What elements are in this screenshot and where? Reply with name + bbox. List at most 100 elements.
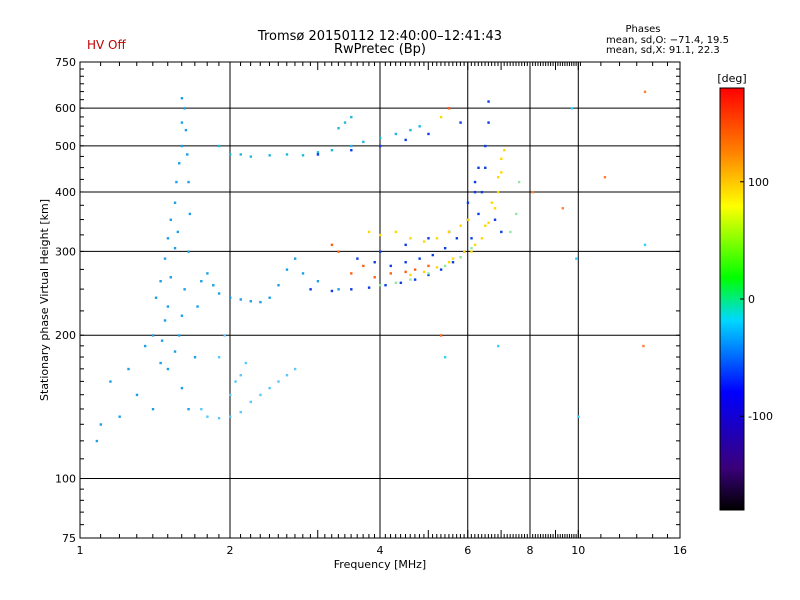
data-point bbox=[151, 334, 155, 337]
data-point bbox=[487, 221, 490, 224]
y-tick-label-4: 400 bbox=[55, 186, 76, 199]
data-point bbox=[169, 276, 173, 279]
data-point bbox=[480, 237, 484, 240]
data-point bbox=[180, 97, 184, 100]
data-point bbox=[484, 166, 487, 169]
data-point bbox=[477, 166, 480, 169]
data-point bbox=[459, 256, 462, 259]
data-point bbox=[404, 270, 407, 274]
data-point bbox=[177, 334, 181, 337]
data-point bbox=[285, 374, 289, 377]
data-point bbox=[330, 148, 334, 152]
hv-status: HV Off bbox=[87, 38, 126, 52]
data-point bbox=[285, 268, 289, 271]
minor-ticks bbox=[79, 61, 680, 539]
data-point bbox=[470, 250, 473, 253]
data-point bbox=[293, 257, 297, 260]
data-point bbox=[337, 127, 340, 130]
data-point bbox=[643, 243, 647, 247]
data-point bbox=[443, 247, 447, 250]
data-point bbox=[159, 280, 162, 283]
data-point bbox=[206, 415, 209, 418]
data-point bbox=[394, 132, 398, 136]
data-point bbox=[496, 190, 500, 194]
data-point bbox=[470, 237, 473, 240]
data-point bbox=[487, 100, 490, 103]
data-point bbox=[409, 237, 412, 240]
data-point bbox=[473, 190, 477, 194]
x-tick-label-0: 1 bbox=[77, 544, 84, 557]
data-point bbox=[484, 224, 487, 227]
data-point bbox=[186, 153, 189, 156]
data-point bbox=[447, 230, 451, 234]
data-point bbox=[466, 201, 470, 204]
data-point bbox=[217, 292, 221, 295]
data-point bbox=[367, 286, 371, 289]
data-point bbox=[427, 264, 430, 268]
chart-title-line1: Tromsø 20150112 12:40:00–12:41:43 bbox=[257, 29, 502, 44]
data-point bbox=[350, 288, 353, 291]
data-point bbox=[379, 144, 382, 148]
data-point bbox=[200, 280, 203, 283]
data-point bbox=[404, 261, 407, 264]
data-point bbox=[493, 218, 497, 221]
data-point bbox=[418, 257, 421, 260]
data-point bbox=[493, 207, 497, 210]
data-point bbox=[249, 400, 253, 404]
data-point bbox=[99, 423, 103, 426]
data-point bbox=[496, 344, 500, 348]
x-tick-label-4: 8 bbox=[527, 544, 534, 557]
data-point bbox=[212, 284, 215, 287]
x-tick-label-5: 10 bbox=[571, 544, 585, 557]
data-point bbox=[427, 273, 430, 277]
data-point bbox=[173, 247, 177, 250]
data-point bbox=[285, 153, 289, 156]
data-point bbox=[177, 162, 181, 165]
data-point bbox=[496, 175, 500, 179]
data-point bbox=[643, 90, 647, 93]
data-point bbox=[173, 350, 177, 353]
data-point bbox=[183, 107, 186, 110]
data-point bbox=[350, 148, 353, 152]
data-point bbox=[439, 268, 443, 271]
data-point bbox=[515, 212, 518, 216]
data-point bbox=[180, 121, 184, 124]
data-point bbox=[301, 154, 305, 157]
data-point bbox=[350, 144, 353, 148]
data-point bbox=[435, 237, 439, 240]
data-point bbox=[427, 237, 430, 240]
data-point bbox=[435, 266, 439, 269]
x-tick-label-3: 6 bbox=[464, 544, 471, 557]
data-point bbox=[466, 218, 470, 221]
data-point bbox=[362, 140, 365, 144]
data-point bbox=[394, 281, 398, 284]
data-point bbox=[642, 344, 645, 348]
data-point bbox=[473, 243, 477, 247]
data-point bbox=[399, 281, 403, 284]
data-point bbox=[379, 284, 382, 287]
data-point bbox=[180, 144, 184, 148]
data-point bbox=[480, 190, 484, 194]
x-tick-label-1: 2 bbox=[227, 544, 234, 557]
data-point bbox=[439, 334, 443, 337]
data-point bbox=[206, 272, 209, 275]
data-point bbox=[422, 270, 426, 274]
data-points bbox=[95, 90, 647, 443]
data-point bbox=[293, 367, 297, 371]
data-point bbox=[470, 247, 473, 250]
data-point bbox=[259, 393, 262, 397]
data-point bbox=[200, 407, 203, 411]
data-point bbox=[427, 132, 430, 136]
data-point bbox=[447, 261, 451, 264]
data-point bbox=[404, 243, 407, 247]
data-point bbox=[389, 264, 392, 268]
data-point bbox=[487, 121, 490, 124]
data-point bbox=[151, 407, 155, 411]
data-point bbox=[109, 380, 112, 383]
colorbar-tick-label-0: -100 bbox=[748, 410, 773, 423]
data-point bbox=[193, 356, 197, 359]
y-tick-label-2: 200 bbox=[55, 329, 76, 342]
data-point bbox=[500, 171, 503, 174]
data-point bbox=[443, 264, 447, 268]
x-tick-labels: 1 2 4 6 8 10 16 bbox=[77, 544, 688, 557]
